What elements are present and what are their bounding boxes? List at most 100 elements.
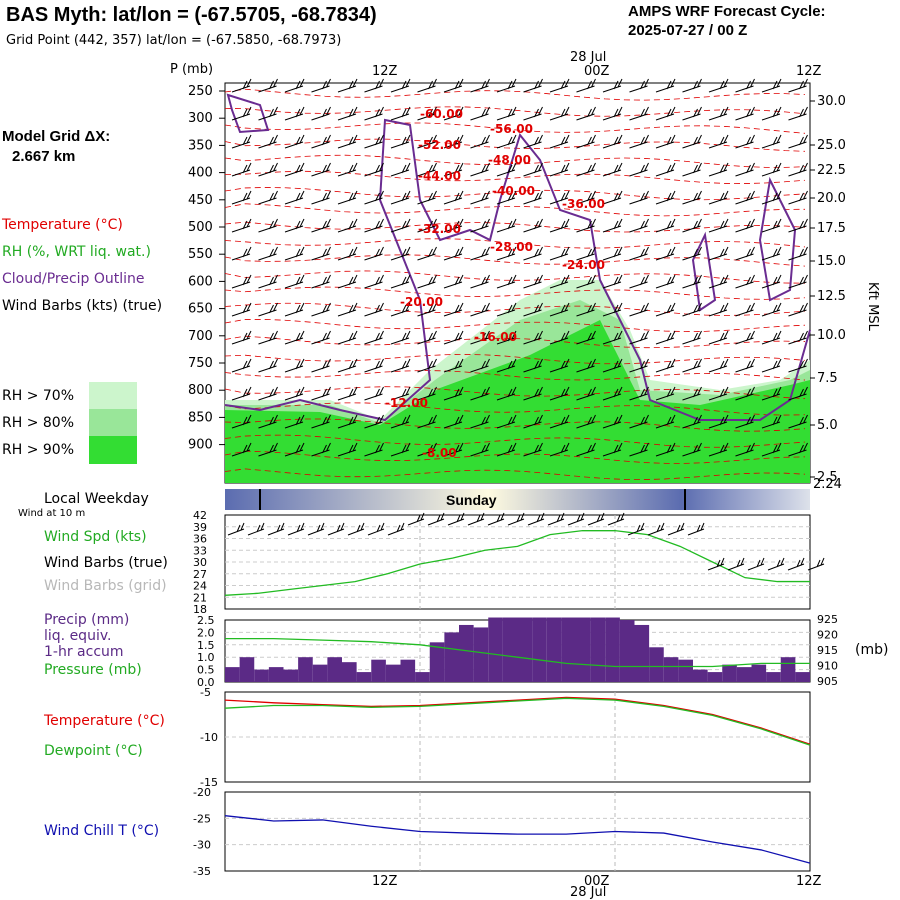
- wind-barb: [602, 414, 623, 429]
- precip-ytick: 2.5: [197, 614, 215, 627]
- precip-bar: [546, 617, 562, 682]
- isotherm-label: -56.00: [490, 122, 533, 136]
- wind-barb: [576, 190, 596, 205]
- wind-barb: [311, 302, 331, 317]
- pressure-ytick: 920: [817, 629, 838, 642]
- isotherm-line: [224, 122, 806, 134]
- isotherm-label: -28.00: [490, 240, 533, 254]
- wind-barb: [576, 302, 596, 317]
- precip-bar: [561, 617, 576, 682]
- wind-barb: [682, 358, 702, 373]
- pressure-ytick: 905: [817, 675, 838, 688]
- wind-barb: [284, 246, 305, 261]
- wind-barb: [258, 134, 278, 149]
- wind-barb: [258, 330, 278, 345]
- wind-speed-label: Wind Spd (kts): [44, 529, 147, 545]
- wind-barb: [682, 414, 702, 429]
- wind-barb: [443, 302, 464, 317]
- wind-barb: [443, 246, 464, 261]
- wind-barb: [549, 78, 570, 93]
- wind-barb: [576, 106, 596, 121]
- precip-bar: [619, 620, 635, 682]
- wind-barb: [470, 134, 490, 149]
- height-tick: 2.5: [817, 470, 838, 485]
- wind-barb: [549, 162, 570, 177]
- wind-barb: [258, 358, 278, 373]
- wind-barb: [470, 274, 490, 289]
- isotherm-label: -48.00: [488, 153, 531, 167]
- wind-barb: [682, 442, 702, 457]
- wind-barb: [284, 78, 305, 93]
- wind-barb: [311, 358, 331, 373]
- precip-label-2: liq. equiv.: [44, 628, 112, 644]
- wind-barb: [523, 162, 543, 177]
- wind-barb: [417, 330, 437, 345]
- wind-barb: [337, 274, 358, 289]
- wind-barb: [311, 386, 331, 401]
- precip-bar: [532, 617, 547, 682]
- wind-barb: [708, 274, 729, 289]
- rh90-region: [225, 320, 810, 483]
- wind-barb: [311, 414, 331, 429]
- wind-barb: [337, 330, 358, 345]
- wind-barb: [629, 386, 649, 401]
- wind-barb: [443, 190, 464, 205]
- temp-ytick: -10: [200, 731, 218, 744]
- wind-barb: [390, 134, 411, 149]
- surface-wind-barb: [807, 557, 825, 571]
- wind-barb: [258, 442, 278, 457]
- wind-barb: [602, 302, 623, 317]
- isotherm-line: [224, 302, 806, 316]
- wind-barb: [523, 442, 543, 457]
- wind-barb: [337, 162, 358, 177]
- wind-barb: [708, 414, 729, 429]
- wind-barb: [311, 274, 331, 289]
- wind-barb: [496, 358, 517, 373]
- precip-bar: [649, 647, 664, 682]
- legend-wind-barbs: Wind Barbs (kts) (true): [2, 298, 163, 314]
- wind-barb: [682, 78, 702, 93]
- precip-bar: [502, 617, 518, 682]
- wind-barb: [417, 78, 437, 93]
- wind-barb: [258, 274, 278, 289]
- wind-barb: [496, 302, 517, 317]
- wind-barb: [417, 190, 437, 205]
- wind-barb: [655, 414, 676, 429]
- wind-barb: [311, 78, 331, 93]
- wind-barb: [629, 106, 649, 121]
- wind-barb: [655, 78, 676, 93]
- surface-wind-barb: [687, 522, 705, 536]
- windchill-ytick: -35: [193, 865, 211, 878]
- wind-barb: [231, 274, 252, 289]
- pressure-tick: 800: [188, 383, 213, 398]
- wind-barb: [364, 190, 384, 205]
- pressure-tick: 300: [188, 111, 213, 126]
- wind-barb: [470, 330, 490, 345]
- wind-barb: [788, 78, 808, 93]
- wind-barb: [576, 414, 596, 429]
- temp-ytick: -15: [200, 776, 218, 789]
- height-tick: 10.0: [817, 328, 846, 343]
- isotherm-label: -40.00: [492, 184, 535, 198]
- wind-barb: [708, 246, 729, 261]
- pressure-tick: 750: [188, 356, 213, 371]
- wind-barb: [284, 302, 305, 317]
- pressure-tick: 500: [188, 220, 213, 235]
- wind-barb: [364, 78, 384, 93]
- wind-barb: [682, 302, 702, 317]
- wind-barb: [337, 78, 358, 93]
- surface-wind-barb: [647, 522, 665, 536]
- forecast-cycle-date: 2025-07-27 / 00 Z: [628, 22, 748, 39]
- wind-barb: [417, 246, 437, 261]
- wind-barb: [629, 302, 649, 317]
- surface-wind-barb: [307, 522, 325, 536]
- wind-barb: [708, 330, 729, 345]
- wind-barb: [443, 274, 464, 289]
- surface-wind-barb: [747, 557, 765, 571]
- wind-barb: [735, 190, 755, 205]
- wind-barb: [602, 274, 623, 289]
- wind-barb: [549, 218, 570, 233]
- wind-barb: [470, 358, 490, 373]
- rh80-swatch: [89, 409, 137, 436]
- model-grid-label: Model Grid ΔX:: [2, 128, 111, 145]
